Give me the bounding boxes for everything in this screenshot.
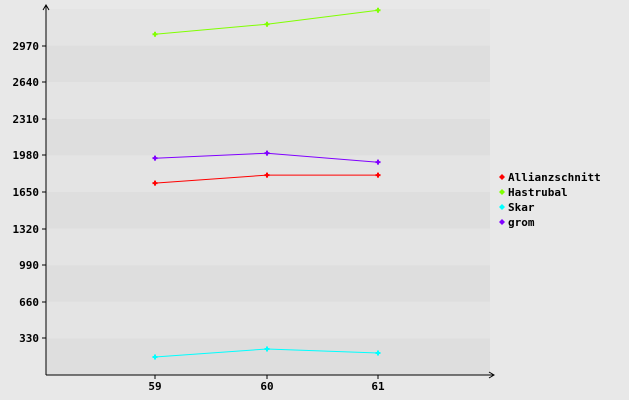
x-tick-label: 60	[260, 380, 273, 393]
grid-band	[46, 45, 490, 83]
data-point	[375, 7, 381, 13]
grid-band	[46, 192, 490, 229]
data-point	[375, 159, 381, 165]
legend-marker	[499, 204, 505, 210]
y-tick-label: 1650	[13, 186, 40, 199]
data-point	[264, 172, 270, 178]
x-tick-label: 61	[371, 380, 385, 393]
legend-label: grom	[508, 216, 535, 229]
grid-band	[46, 265, 490, 302]
legend-marker	[499, 219, 505, 225]
data-point	[264, 21, 270, 27]
grid-band	[46, 338, 490, 375]
data-point	[264, 346, 270, 352]
y-tick-label: 1320	[13, 223, 40, 236]
data-point	[152, 180, 158, 186]
legend-label: Skar	[508, 201, 535, 214]
data-point	[152, 155, 158, 161]
y-tick-label: 1980	[13, 149, 40, 162]
legend-label: Hastrubal	[508, 186, 568, 199]
data-point	[152, 354, 158, 360]
y-tick-label: 660	[19, 296, 39, 309]
grid-band	[46, 228, 490, 266]
grid-band	[46, 82, 490, 119]
data-point	[375, 350, 381, 356]
y-tick-label: 990	[19, 259, 39, 272]
grid-band	[46, 118, 490, 156]
legend-label: Allianzschnitt	[508, 171, 601, 184]
y-tick-label: 2310	[13, 113, 40, 126]
y-tick-label: 2640	[13, 76, 40, 89]
grid-band	[46, 9, 490, 46]
legend-marker	[499, 189, 505, 195]
x-tick-label: 59	[148, 380, 161, 393]
y-tick-label: 2970	[13, 40, 40, 53]
y-axis-arrow	[42, 4, 50, 11]
y-tick-label: 330	[19, 332, 39, 345]
data-point	[152, 31, 158, 37]
legend-marker	[499, 174, 505, 180]
x-axis-arrow	[488, 371, 495, 379]
data-point	[375, 172, 381, 178]
data-point	[264, 150, 270, 156]
grid-band	[46, 301, 490, 339]
